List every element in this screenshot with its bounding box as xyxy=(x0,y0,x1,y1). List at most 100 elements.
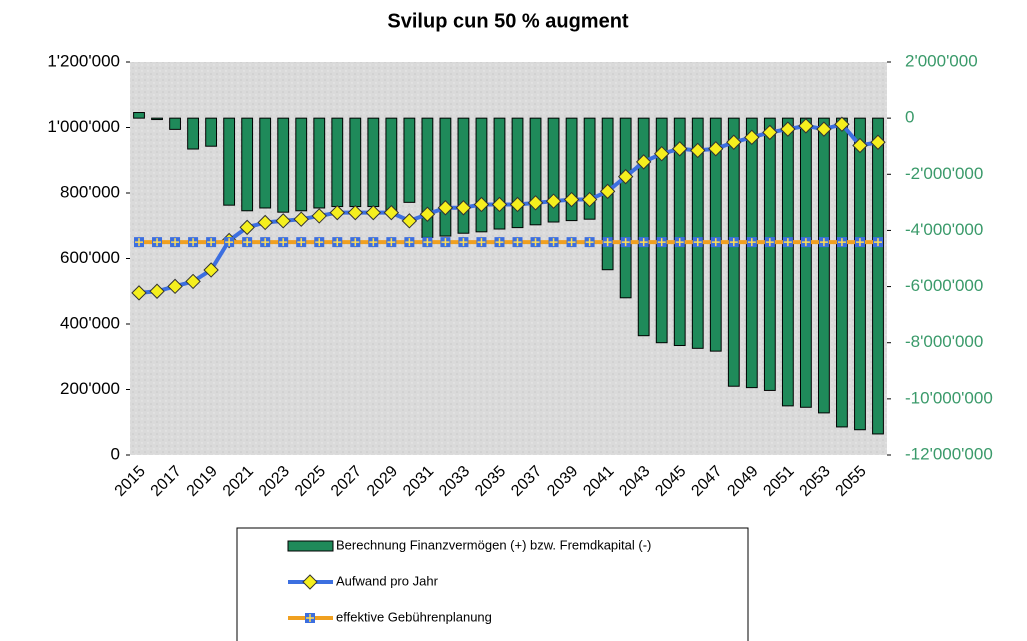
marker-cross xyxy=(729,238,738,247)
bar xyxy=(565,117,578,222)
marker xyxy=(473,196,490,213)
bar xyxy=(223,117,236,206)
marker-cross xyxy=(513,238,522,247)
marker xyxy=(617,168,634,185)
bar xyxy=(493,117,506,230)
marker xyxy=(852,137,868,154)
marker-cross xyxy=(783,238,792,247)
bar xyxy=(475,117,488,233)
x-tick-label: 2053 xyxy=(797,463,834,500)
marker-cross xyxy=(333,238,342,247)
marker-cross xyxy=(675,238,684,247)
x-tick-label: 2043 xyxy=(616,463,653,500)
marker-cross xyxy=(801,238,810,247)
y2-tick-label: -10'000'000 xyxy=(905,388,993,407)
marker-cross xyxy=(225,238,234,247)
x-tick-label: 2019 xyxy=(184,463,221,500)
marker-cross xyxy=(459,238,468,247)
x-tick-label: 2025 xyxy=(292,463,329,500)
marker-cross xyxy=(693,238,702,247)
marker-cross xyxy=(405,238,414,247)
marker xyxy=(311,208,327,224)
bar xyxy=(836,117,848,428)
marker-cross xyxy=(711,238,720,247)
y-tick-label: 400'000 xyxy=(60,313,120,332)
marker xyxy=(690,142,706,159)
marker-cross xyxy=(639,238,648,247)
y2-tick-label: -4'000'000 xyxy=(905,220,983,239)
marker xyxy=(257,214,273,231)
marker xyxy=(581,191,598,208)
legend-swatch xyxy=(287,540,334,552)
marker-cross xyxy=(837,238,846,247)
bar xyxy=(583,117,596,220)
marker xyxy=(203,262,219,278)
bar xyxy=(385,117,398,213)
marker-cross xyxy=(189,238,198,247)
bar xyxy=(313,117,326,209)
x-tick-label: 2029 xyxy=(364,463,401,500)
marker-cross xyxy=(243,238,252,247)
y2-tick-label: 2'000'000 xyxy=(905,51,978,70)
bar xyxy=(872,117,884,435)
marker xyxy=(744,129,760,146)
x-tick-label: 2049 xyxy=(724,463,761,500)
marker-cross xyxy=(297,238,306,247)
bar xyxy=(691,117,704,349)
marker-cross xyxy=(171,238,180,247)
bar xyxy=(151,117,163,121)
marker xyxy=(437,200,454,216)
legend-label: Aufwand pro Jahr xyxy=(336,573,439,588)
marker-cross xyxy=(441,238,450,247)
bar xyxy=(331,117,344,208)
marker xyxy=(455,200,472,216)
bar xyxy=(295,117,308,212)
marker xyxy=(149,283,165,299)
x-tick-label: 2033 xyxy=(436,463,473,500)
marker-cross xyxy=(873,238,882,247)
bar xyxy=(799,117,812,408)
marker-cross xyxy=(387,238,396,247)
bar xyxy=(818,117,830,414)
bar xyxy=(403,117,416,203)
bar xyxy=(349,117,362,208)
marker xyxy=(834,116,850,132)
bar xyxy=(637,117,650,337)
bar xyxy=(187,117,199,150)
marker xyxy=(167,278,183,295)
marker xyxy=(726,134,742,150)
bar xyxy=(457,117,470,234)
bar xyxy=(367,117,380,208)
marker xyxy=(401,213,418,229)
y-tick-label: 800'000 xyxy=(60,182,120,201)
bar xyxy=(277,117,290,213)
marker xyxy=(870,134,886,150)
marker xyxy=(816,121,832,137)
y-tick-label: 600'000 xyxy=(60,248,120,267)
marker-cross xyxy=(306,614,314,622)
marker-cross xyxy=(567,238,576,247)
marker xyxy=(762,124,778,141)
bar xyxy=(205,117,218,147)
marker xyxy=(708,141,724,157)
bar xyxy=(781,117,794,407)
y-tick-label: 200'000 xyxy=(60,379,120,398)
bar xyxy=(529,117,542,226)
marker xyxy=(563,191,580,208)
bar xyxy=(727,117,740,387)
chart-title: Svilup cun 50 % augment xyxy=(387,10,629,32)
y2-tick-label: -12'000'000 xyxy=(905,444,993,463)
marker-cross xyxy=(153,238,162,247)
marker-cross xyxy=(135,238,144,247)
y-tick-label: 1'200'000 xyxy=(47,51,120,70)
marker-cross xyxy=(279,238,288,247)
bar xyxy=(854,117,866,431)
x-tick-label: 2051 xyxy=(760,463,797,500)
marker-cross xyxy=(603,238,612,247)
x-tick-label: 2039 xyxy=(544,463,581,500)
x-tick-label: 2023 xyxy=(256,463,293,500)
marker xyxy=(653,145,670,162)
marker-cross xyxy=(207,238,216,247)
legend-label: effektive Gebührenplanung xyxy=(336,609,492,624)
bar xyxy=(439,117,452,237)
